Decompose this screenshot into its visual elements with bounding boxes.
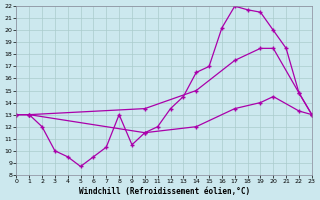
X-axis label: Windchill (Refroidissement éolien,°C): Windchill (Refroidissement éolien,°C) bbox=[78, 187, 250, 196]
